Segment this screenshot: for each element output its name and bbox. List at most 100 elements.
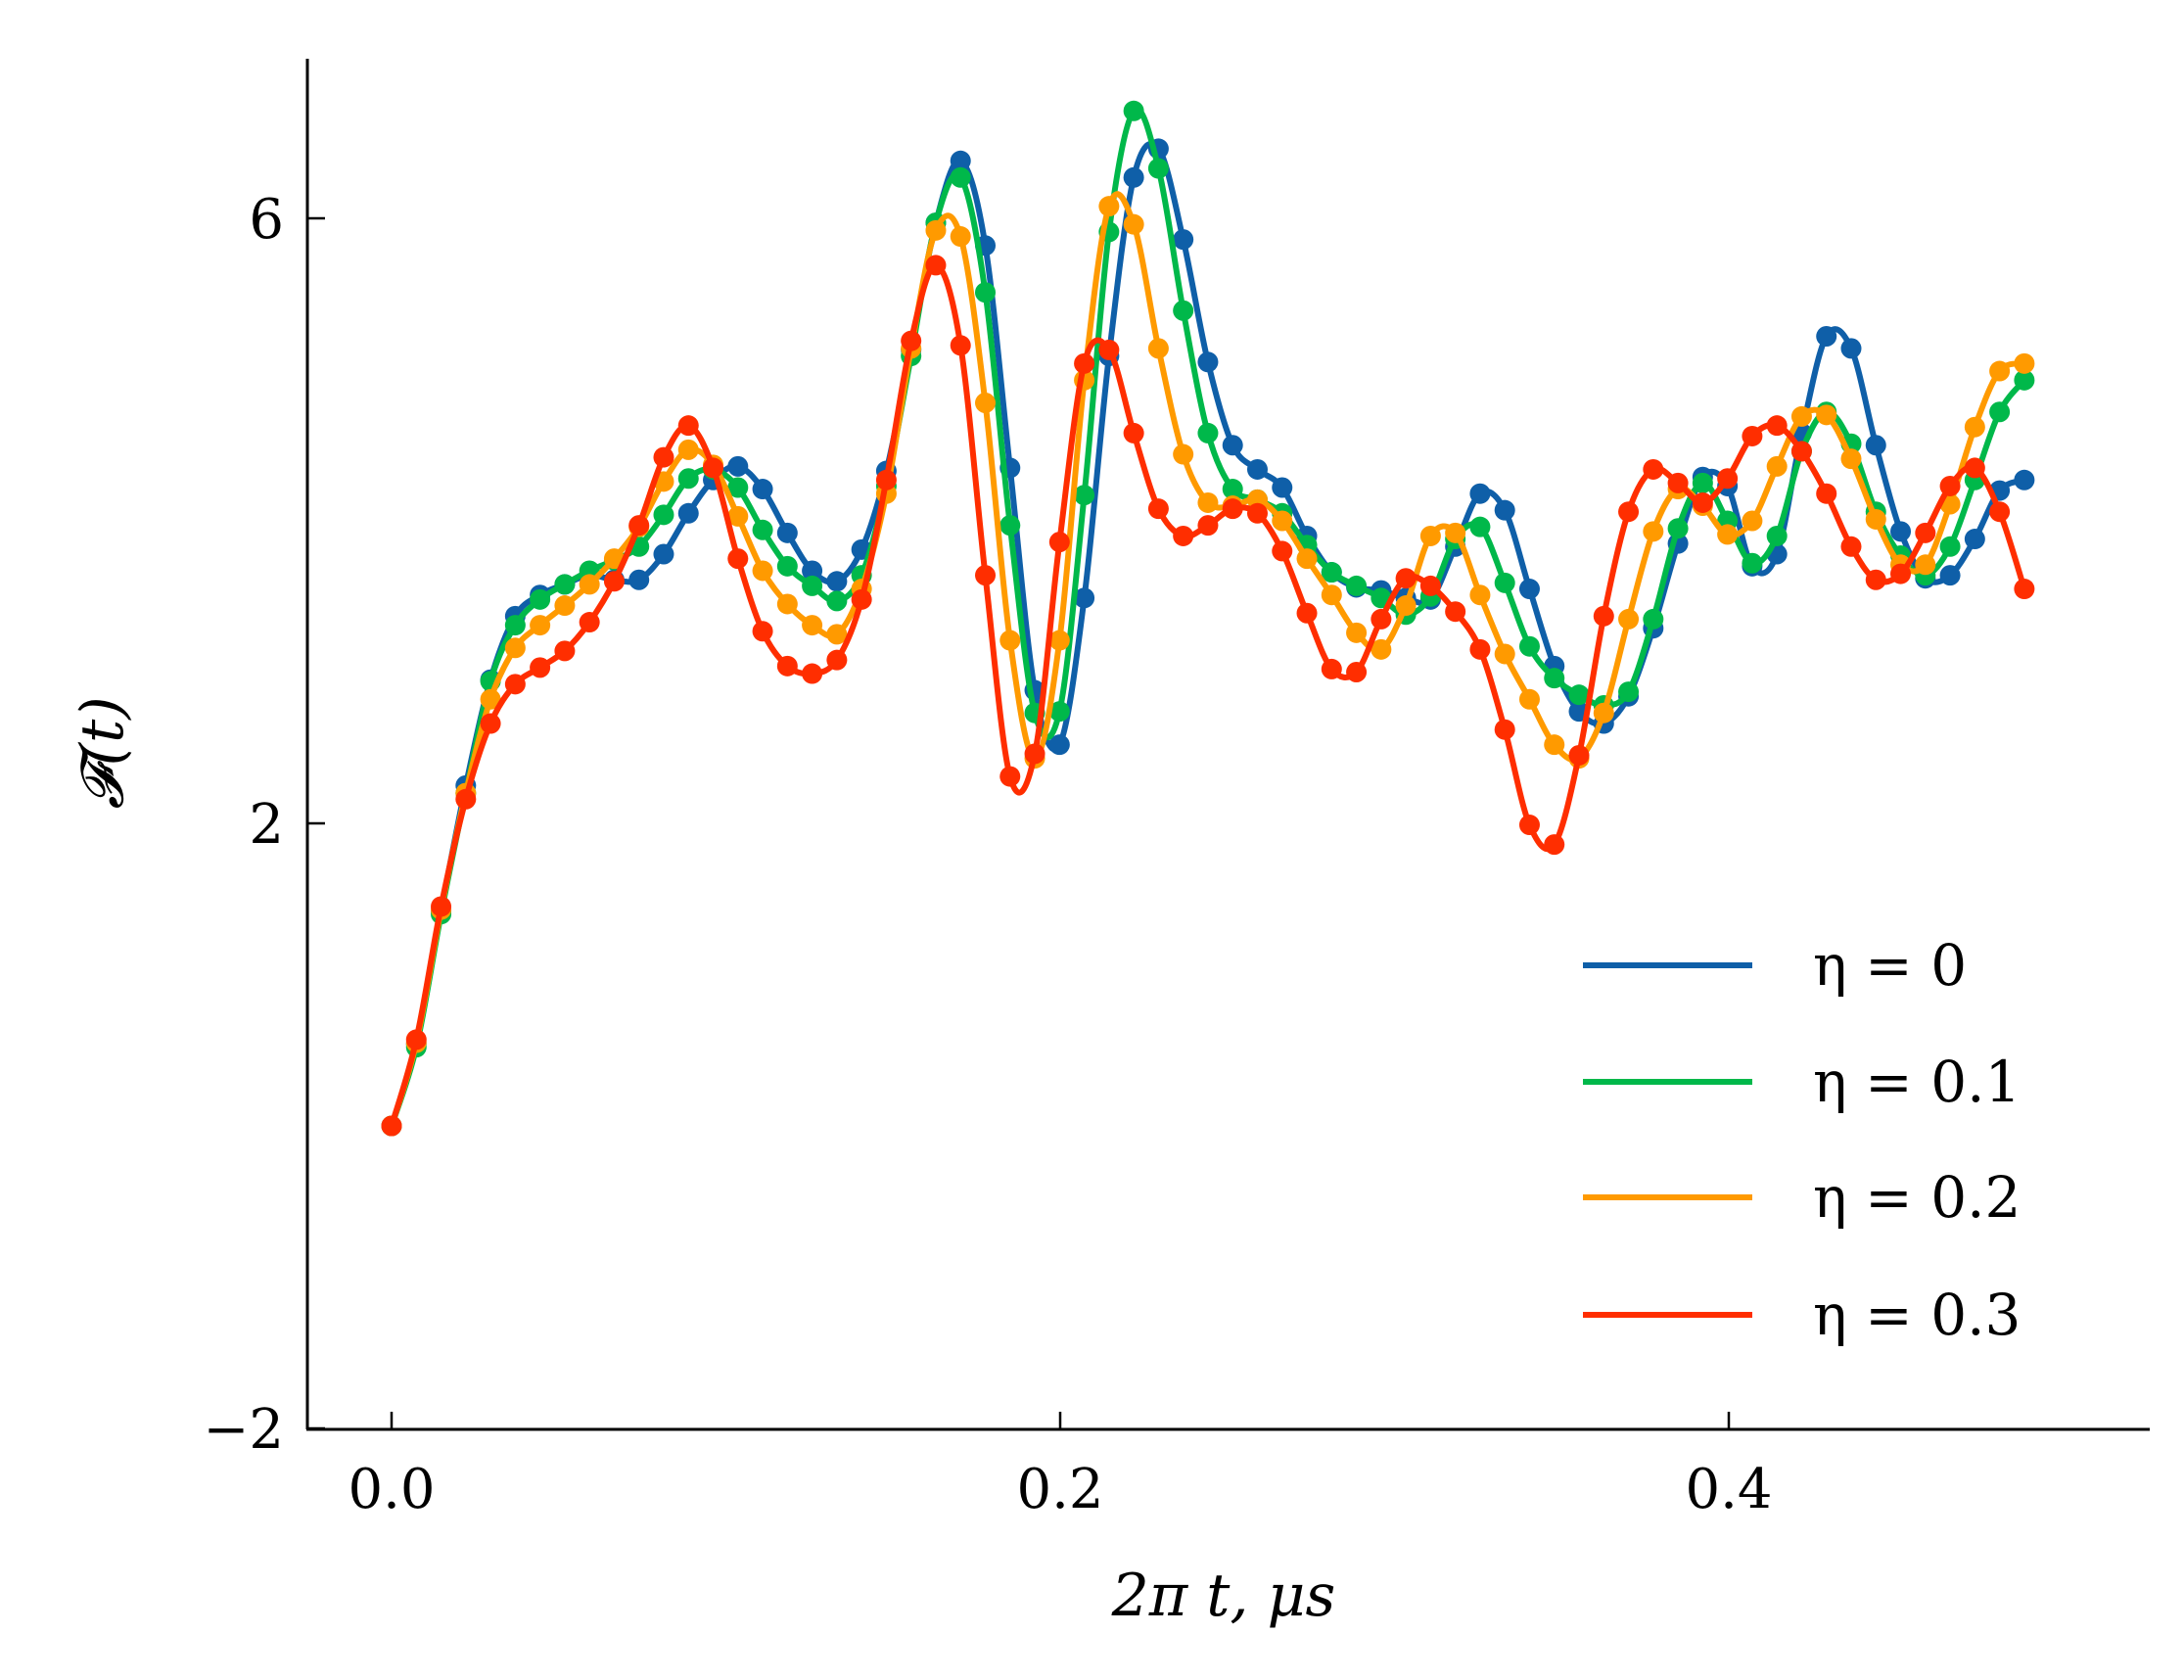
data-point xyxy=(1593,702,1614,723)
data-point xyxy=(1173,525,1194,546)
data-point xyxy=(1296,548,1318,570)
data-point xyxy=(1272,510,1293,532)
data-point xyxy=(1074,352,1095,374)
data-point xyxy=(1173,443,1194,465)
data-point xyxy=(1048,532,1070,553)
y-tick-label: 2 xyxy=(249,793,284,857)
data-point xyxy=(1742,552,1763,574)
data-point xyxy=(2014,369,2035,391)
data-point xyxy=(1618,681,1640,703)
data-point xyxy=(851,588,872,610)
data-point xyxy=(1246,458,1268,480)
data-point xyxy=(1197,422,1219,443)
data-point xyxy=(1123,213,1144,235)
data-point xyxy=(1419,525,1441,546)
data-point xyxy=(628,515,650,537)
data-point xyxy=(677,415,699,437)
legend-entry: η = 0.1 xyxy=(1583,1049,2021,1115)
y-tick-label: −2 xyxy=(203,1398,284,1462)
data-point xyxy=(677,439,699,460)
data-point xyxy=(1518,579,1540,600)
data-point xyxy=(431,896,452,917)
x-ticks: 0.0 0.2 0.4 xyxy=(348,1412,1773,1521)
data-point xyxy=(381,1115,402,1137)
data-point xyxy=(1123,100,1144,121)
legend-label: η = 0.2 xyxy=(1813,1164,2021,1231)
x-tick-label: 0.4 xyxy=(1685,1458,1772,1521)
data-point xyxy=(1321,658,1342,679)
data-point xyxy=(1964,529,1985,550)
data-point xyxy=(1643,608,1664,630)
data-point xyxy=(975,565,997,586)
data-point xyxy=(480,713,501,734)
data-point xyxy=(1445,522,1466,543)
x-tick-label: 0.2 xyxy=(1016,1458,1103,1521)
data-point xyxy=(1766,455,1788,477)
data-point xyxy=(1346,662,1368,682)
legend-entry: η = 0.3 xyxy=(1583,1282,2021,1348)
data-point xyxy=(1024,743,1046,765)
data-point xyxy=(554,574,576,595)
data-point xyxy=(1074,587,1095,609)
data-point xyxy=(2014,469,2035,490)
data-point xyxy=(925,255,947,276)
data-point xyxy=(653,504,674,526)
data-point xyxy=(776,522,798,543)
data-point xyxy=(1717,524,1739,545)
data-point xyxy=(1865,435,1886,456)
data-point xyxy=(950,150,971,171)
data-point xyxy=(1667,518,1689,539)
data-point xyxy=(1865,508,1886,530)
data-point xyxy=(776,555,798,577)
data-point xyxy=(975,392,997,413)
data-point xyxy=(2014,579,2035,600)
data-point xyxy=(1222,498,1243,520)
data-point xyxy=(752,479,773,500)
data-point xyxy=(826,590,848,612)
data-point xyxy=(1939,536,1961,557)
data-point xyxy=(950,226,971,248)
data-point xyxy=(1840,448,1862,470)
data-point xyxy=(1989,401,2011,423)
data-point xyxy=(1494,499,1515,521)
data-point xyxy=(703,457,724,479)
data-point xyxy=(1074,485,1095,506)
data-point xyxy=(1890,521,1912,542)
data-point xyxy=(802,575,823,596)
data-point xyxy=(1147,498,1169,520)
data-point xyxy=(1321,562,1342,583)
y-ticks: −2 2 6 xyxy=(203,188,325,1462)
data-point xyxy=(1964,457,1985,479)
legend-label: η = 0 xyxy=(1813,932,1967,999)
data-point xyxy=(1098,196,1120,217)
data-point xyxy=(1123,166,1144,188)
data-point xyxy=(752,560,773,582)
data-point xyxy=(480,688,501,710)
data-point xyxy=(1939,565,1961,586)
data-point xyxy=(875,469,897,490)
data-point xyxy=(802,663,823,684)
series-3 xyxy=(381,255,2035,1137)
data-point xyxy=(1989,360,2011,382)
data-point xyxy=(530,588,551,610)
data-point xyxy=(1816,404,1837,426)
data-point xyxy=(1890,563,1912,584)
data-point xyxy=(901,330,922,351)
data-point xyxy=(1544,734,1565,756)
data-point xyxy=(1048,701,1070,723)
data-point xyxy=(1197,515,1219,537)
data-point xyxy=(999,630,1021,651)
data-point xyxy=(1346,575,1368,596)
data-point xyxy=(1469,584,1491,606)
data-point xyxy=(999,515,1021,537)
data-point xyxy=(802,560,823,582)
data-point xyxy=(455,788,477,810)
data-point xyxy=(1518,635,1540,657)
data-point xyxy=(1048,630,1070,651)
data-point xyxy=(1643,521,1664,542)
data-point xyxy=(1469,638,1491,660)
data-point xyxy=(1989,501,2011,523)
legend-entry: η = 0.2 xyxy=(1583,1164,2021,1231)
data-point xyxy=(554,595,576,617)
data-point xyxy=(999,766,1021,787)
